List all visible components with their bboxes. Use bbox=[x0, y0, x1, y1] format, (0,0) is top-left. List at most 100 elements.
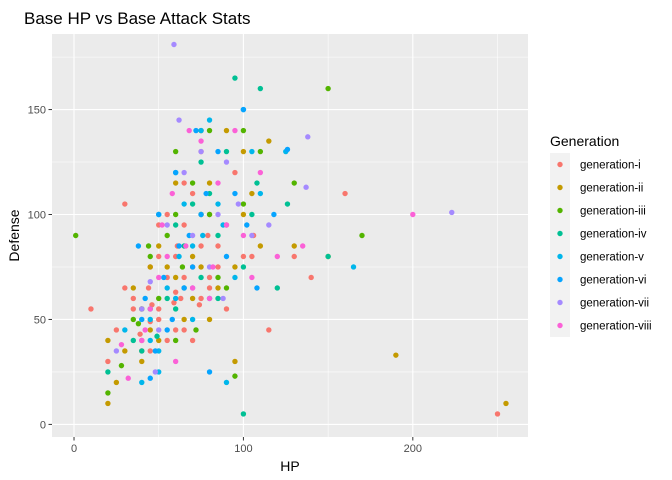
data-point bbox=[249, 190, 255, 197]
data-point bbox=[503, 400, 509, 407]
data-point bbox=[223, 379, 230, 386]
data-point bbox=[223, 127, 230, 134]
data-point bbox=[215, 148, 221, 155]
data-point bbox=[291, 243, 297, 249]
data-point bbox=[305, 134, 311, 140]
data-point bbox=[164, 232, 170, 239]
data-point bbox=[232, 169, 238, 176]
legend-key bbox=[557, 184, 563, 191]
data-point bbox=[189, 295, 196, 302]
data-point bbox=[88, 306, 94, 312]
data-point bbox=[135, 320, 142, 327]
data-point bbox=[342, 190, 348, 197]
data-point bbox=[198, 274, 204, 281]
data-point bbox=[198, 264, 204, 270]
data-point bbox=[410, 211, 416, 218]
series-generation-vii bbox=[113, 41, 455, 375]
data-point bbox=[200, 232, 206, 239]
data-point bbox=[152, 348, 159, 354]
data-point bbox=[122, 285, 128, 291]
data-point bbox=[189, 243, 196, 249]
data-point bbox=[198, 159, 204, 165]
data-point bbox=[240, 127, 247, 134]
data-point bbox=[172, 306, 179, 312]
data-point bbox=[172, 337, 179, 344]
data-point bbox=[300, 243, 306, 249]
data-point bbox=[156, 337, 162, 344]
data-point bbox=[181, 274, 187, 281]
data-point bbox=[215, 295, 221, 302]
data-point bbox=[206, 180, 213, 186]
data-point bbox=[393, 352, 399, 358]
data-point bbox=[189, 190, 196, 197]
data-point bbox=[145, 243, 152, 249]
data-point bbox=[145, 285, 152, 291]
data-point bbox=[105, 390, 111, 396]
data-point bbox=[172, 169, 179, 176]
data-point bbox=[135, 243, 142, 249]
data-point bbox=[254, 285, 260, 291]
data-point bbox=[169, 190, 175, 197]
data-point bbox=[181, 327, 187, 333]
data-point bbox=[122, 201, 128, 207]
data-point bbox=[266, 327, 272, 333]
data-point bbox=[142, 327, 148, 333]
data-point bbox=[130, 337, 137, 344]
data-point bbox=[232, 264, 238, 270]
data-point bbox=[223, 306, 230, 312]
data-point bbox=[164, 264, 170, 270]
data-point bbox=[178, 295, 184, 302]
data-point bbox=[130, 285, 137, 291]
data-point bbox=[249, 232, 255, 239]
data-point bbox=[303, 184, 309, 190]
chart-title: Base HP vs Base Attack Stats bbox=[24, 9, 250, 28]
data-point bbox=[172, 295, 179, 302]
data-point bbox=[350, 264, 357, 270]
legend-label: generation-vi bbox=[580, 275, 646, 287]
data-point bbox=[223, 148, 230, 155]
data-point bbox=[164, 295, 170, 302]
legend-key bbox=[557, 276, 563, 283]
data-point bbox=[181, 169, 187, 176]
data-point bbox=[164, 222, 170, 228]
legend-key bbox=[557, 230, 563, 237]
data-point bbox=[215, 180, 221, 186]
data-point bbox=[240, 411, 247, 417]
data-point bbox=[176, 243, 182, 249]
data-point bbox=[240, 201, 247, 207]
data-point bbox=[164, 327, 170, 333]
data-point bbox=[139, 316, 145, 323]
data-point bbox=[164, 253, 170, 260]
data-point bbox=[156, 327, 162, 333]
data-point bbox=[169, 316, 175, 323]
data-point bbox=[271, 211, 277, 218]
legend-label: generation-ii bbox=[580, 183, 643, 195]
y-tick-label: 100 bbox=[28, 210, 46, 222]
data-point bbox=[274, 285, 280, 291]
data-point bbox=[206, 285, 213, 291]
data-point bbox=[172, 180, 179, 186]
legend: Generation generation-igeneration-iigene… bbox=[550, 133, 652, 337]
data-point bbox=[203, 190, 209, 197]
data-point bbox=[130, 316, 137, 323]
data-point bbox=[193, 127, 199, 134]
data-point bbox=[122, 327, 128, 333]
data-point bbox=[210, 264, 216, 270]
data-point bbox=[189, 316, 196, 323]
data-point bbox=[113, 379, 120, 386]
data-point bbox=[113, 327, 120, 333]
data-point bbox=[215, 285, 221, 291]
data-point bbox=[266, 138, 272, 144]
series-generation-vi bbox=[135, 106, 291, 381]
data-point bbox=[147, 348, 153, 354]
data-point bbox=[257, 148, 264, 155]
data-point bbox=[494, 411, 501, 417]
y-axis-title: Defense bbox=[6, 209, 22, 261]
data-point bbox=[156, 295, 162, 302]
data-point bbox=[172, 358, 179, 365]
series-generation-viii bbox=[118, 127, 416, 381]
data-point bbox=[235, 201, 242, 207]
data-point bbox=[147, 306, 153, 312]
data-point bbox=[254, 180, 260, 186]
data-point bbox=[183, 243, 189, 249]
